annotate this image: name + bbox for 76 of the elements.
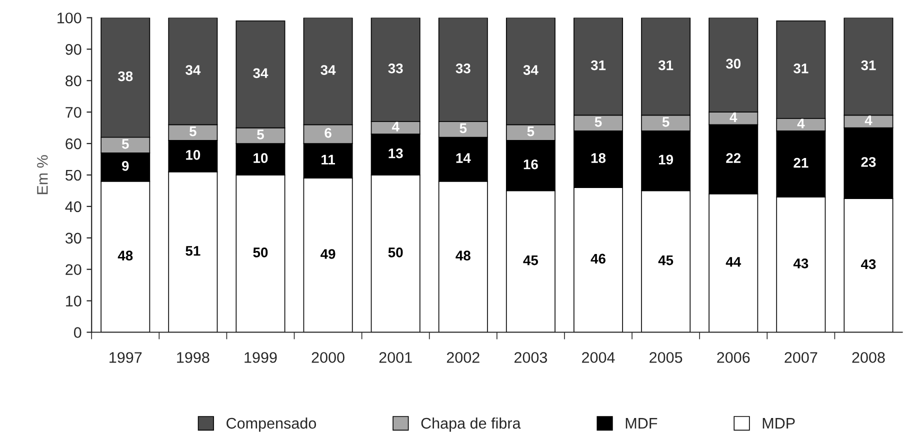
data-label: 31 bbox=[658, 60, 674, 70]
data-label: 46 bbox=[590, 254, 606, 264]
data-label: 34 bbox=[320, 65, 336, 75]
x-tick-label: 2004 bbox=[582, 352, 615, 363]
data-label: 18 bbox=[591, 153, 606, 163]
y-tick-label: 10 bbox=[66, 296, 82, 306]
legend-label: MDP bbox=[762, 418, 795, 429]
x-tick-label: 2007 bbox=[784, 352, 818, 363]
data-label: 21 bbox=[794, 158, 808, 168]
y-axis-title: Em % bbox=[37, 155, 48, 194]
data-label: 50 bbox=[388, 248, 403, 258]
data-label: 38 bbox=[118, 71, 133, 82]
data-label: 44 bbox=[726, 257, 742, 267]
legend-label: Compensado bbox=[226, 417, 316, 432]
data-label: 50 bbox=[253, 248, 268, 258]
data-label: 48 bbox=[456, 250, 470, 260]
data-label: 43 bbox=[793, 258, 808, 268]
data-label: 5 bbox=[257, 130, 264, 140]
data-label: 14 bbox=[456, 153, 471, 163]
data-label: 22 bbox=[726, 153, 741, 163]
data-label: 30 bbox=[726, 58, 741, 69]
data-label: 51 bbox=[186, 246, 200, 256]
data-label: 5 bbox=[190, 126, 196, 136]
data-label: 48 bbox=[118, 250, 133, 260]
data-label: 4 bbox=[730, 112, 738, 122]
x-tick-label: 2003 bbox=[514, 352, 548, 363]
x-tick-label: 2008 bbox=[852, 352, 885, 363]
data-label: 45 bbox=[658, 256, 674, 266]
y-tick-label: 80 bbox=[66, 75, 82, 86]
y-tick-label: 60 bbox=[66, 138, 82, 150]
data-label: 43 bbox=[860, 259, 876, 270]
data-label: 34 bbox=[186, 65, 201, 75]
data-label: 4 bbox=[392, 122, 400, 132]
data-label: 11 bbox=[322, 154, 335, 164]
data-label: 16 bbox=[524, 159, 538, 170]
legend-label: Chapa de fibra bbox=[421, 417, 521, 432]
data-label: 33 bbox=[456, 64, 470, 74]
x-tick-label: 1998 bbox=[177, 352, 210, 363]
x-tick-label: 2001 bbox=[379, 352, 412, 363]
data-label: 5 bbox=[662, 117, 670, 127]
data-label: 5 bbox=[527, 126, 534, 136]
data-label: 31 bbox=[794, 64, 808, 74]
data-label: 31 bbox=[861, 60, 876, 70]
data-label: 9 bbox=[122, 161, 129, 171]
y-tick-label: 50 bbox=[65, 170, 82, 181]
x-tick-label: 2002 bbox=[446, 352, 480, 363]
y-tick-label: 70 bbox=[66, 106, 82, 118]
data-label: 23 bbox=[861, 157, 876, 167]
x-tick-label: 2006 bbox=[717, 352, 750, 363]
data-label: 34 bbox=[523, 65, 538, 75]
data-label: 10 bbox=[254, 153, 268, 163]
y-tick-label: 40 bbox=[65, 201, 82, 212]
data-label: 6 bbox=[324, 128, 332, 138]
data-label: 19 bbox=[658, 154, 674, 165]
data-label: 49 bbox=[320, 249, 336, 259]
y-tick-label: 30 bbox=[65, 232, 82, 244]
data-label: 33 bbox=[388, 64, 403, 74]
data-label: 5 bbox=[460, 123, 467, 134]
data-label: 31 bbox=[590, 60, 606, 70]
legend-label: MDF bbox=[626, 418, 658, 429]
data-label: 4 bbox=[797, 118, 805, 128]
y-tick-label: 90 bbox=[66, 44, 82, 55]
data-label: 34 bbox=[253, 68, 268, 78]
y-tick-label: 20 bbox=[66, 264, 82, 276]
data-label: 5 bbox=[594, 117, 602, 127]
data-label: 13 bbox=[388, 148, 403, 158]
x-tick-label: 2000 bbox=[312, 352, 344, 363]
data-label: 45 bbox=[523, 256, 538, 266]
data-label: 5 bbox=[122, 139, 129, 149]
data-label: 4 bbox=[864, 116, 872, 126]
y-tick-label: 0 bbox=[74, 327, 82, 338]
x-tick-label: 1999 bbox=[244, 352, 277, 363]
x-tick-label: 1997 bbox=[110, 352, 142, 363]
x-tick-label: 2005 bbox=[650, 352, 682, 363]
data-label: 10 bbox=[186, 150, 200, 160]
y-tick-label: 100 bbox=[58, 12, 82, 24]
